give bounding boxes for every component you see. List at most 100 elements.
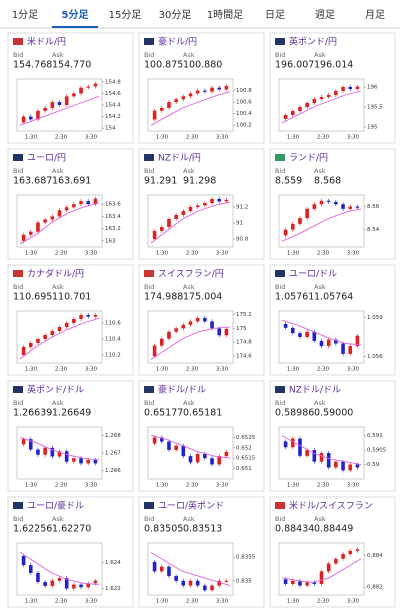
tab[interactable]: 週足 xyxy=(315,9,335,21)
pair-title[interactable]: ランド/円 xyxy=(289,153,328,164)
candle-body xyxy=(355,86,360,89)
candle-body xyxy=(319,200,324,205)
bid-label: Bid xyxy=(275,515,285,523)
y-tick-label: 196 xyxy=(367,85,378,91)
candle-body xyxy=(159,338,164,346)
candle-body xyxy=(64,96,69,105)
candle-body xyxy=(312,331,317,341)
x-tick-label: 3:30 xyxy=(216,367,229,373)
candle-body xyxy=(224,580,229,582)
candle-body xyxy=(36,572,40,582)
candle-body xyxy=(348,346,353,354)
y-tick-label: 0.651 xyxy=(236,466,252,472)
bid-value: 91.291 xyxy=(144,176,177,187)
candle-body xyxy=(28,231,33,235)
x-tick-label: 3:30 xyxy=(85,483,98,489)
candle-body xyxy=(290,580,295,584)
candle-body xyxy=(28,343,33,347)
x-tick-label: 2:30 xyxy=(55,483,68,489)
ask-label: Ask xyxy=(52,283,64,291)
candle-body xyxy=(334,558,338,564)
x-tick-label: 3:30 xyxy=(347,135,360,141)
y-tick-label: 0.882 xyxy=(367,585,383,591)
tab[interactable]: 日足 xyxy=(265,9,285,21)
candle-body xyxy=(283,324,288,328)
pair-title[interactable]: ユーロ/ドル xyxy=(289,270,337,280)
y-tick-label: 163 xyxy=(105,238,116,244)
pair-title[interactable]: 英ポンド/円 xyxy=(289,36,337,48)
candle-body xyxy=(305,331,309,337)
plot-frame xyxy=(147,426,234,480)
y-tick-label: 100.4 xyxy=(236,111,252,117)
candle-body xyxy=(348,87,353,89)
ask-value: 8.568 xyxy=(314,176,341,187)
tab[interactable]: 30分足 xyxy=(159,9,192,21)
y-tick-label: 195.5 xyxy=(367,105,383,111)
moving-average xyxy=(19,551,100,586)
pair-title[interactable]: 豪ドル/ドル xyxy=(158,384,206,396)
pair-title[interactable]: 豪ドル/円 xyxy=(158,36,197,48)
moving-average xyxy=(281,435,362,465)
tab[interactable]: 5分足 xyxy=(62,8,90,21)
bid-label: Bid xyxy=(13,399,23,407)
pair-title[interactable]: 米ドル/円 xyxy=(27,36,66,48)
candle-body xyxy=(355,464,360,468)
moving-average xyxy=(281,319,362,346)
tab[interactable]: 1分足 xyxy=(12,9,38,21)
candle-body xyxy=(86,459,91,464)
bid-value: 1.62256 xyxy=(13,524,52,535)
candle-body xyxy=(86,315,91,317)
tab[interactable]: 1時間足 xyxy=(207,9,243,21)
pair-title[interactable]: カナダドル/円 xyxy=(27,268,84,280)
candle-body xyxy=(93,198,98,205)
candle-body xyxy=(152,345,157,357)
candle-body xyxy=(79,458,83,464)
pair-title[interactable]: NZドル/ドル xyxy=(289,386,341,396)
candle-body xyxy=(312,99,317,103)
candle-body xyxy=(86,86,91,88)
y-tick-label: 1.056 xyxy=(367,354,383,360)
candle-body xyxy=(57,451,62,457)
tab[interactable]: 15分足 xyxy=(109,9,142,21)
pair-title[interactable]: ユーロ/英ポンド xyxy=(158,500,224,512)
candle-body xyxy=(341,204,345,209)
x-tick-label: 1:30 xyxy=(287,367,300,373)
candle-body xyxy=(188,321,193,325)
plot-frame xyxy=(278,78,365,132)
x-tick-label: 3:30 xyxy=(347,599,360,605)
candle-body xyxy=(283,115,288,119)
candle-body xyxy=(159,566,164,572)
x-tick-label: 2:30 xyxy=(55,599,68,605)
x-tick-label: 2:30 xyxy=(55,367,68,373)
ask-value: 163.691 xyxy=(52,176,91,187)
y-tick-label: 154.2 xyxy=(105,114,121,120)
y-tick-label: 8.54 xyxy=(367,227,380,233)
pair-title[interactable]: ユーロ/円 xyxy=(27,153,66,164)
y-tick-label: 8.56 xyxy=(367,204,380,210)
tab[interactable]: 月足 xyxy=(365,9,385,21)
moving-average xyxy=(281,208,362,242)
pair-title[interactable]: スイスフラン/円 xyxy=(158,269,224,280)
pair-title[interactable]: 米ドル/スイスフラン xyxy=(289,500,373,512)
ask-label: Ask xyxy=(183,51,195,59)
candle-body xyxy=(167,566,171,577)
x-tick-label: 1:30 xyxy=(287,251,300,257)
candle-body xyxy=(188,207,193,211)
pair-title[interactable]: 英ポンド/ドル xyxy=(27,384,84,396)
candle-body xyxy=(181,211,186,215)
x-tick-label: 1:30 xyxy=(156,599,169,605)
candle-body xyxy=(167,219,171,227)
x-tick-label: 2:30 xyxy=(186,251,199,257)
ask-label: Ask xyxy=(314,515,326,523)
candle-body xyxy=(188,580,193,586)
candle-body xyxy=(283,441,288,448)
candle-body xyxy=(195,580,200,586)
candle-body xyxy=(195,205,200,207)
bid-value: 0.88434 xyxy=(275,524,314,535)
pair-title[interactable]: ユーロ/豪ドル xyxy=(27,500,84,512)
candle-body xyxy=(341,87,345,91)
candle-body xyxy=(298,580,302,586)
pair-title[interactable]: NZドル/円 xyxy=(158,153,201,164)
candle-body xyxy=(72,93,76,97)
y-tick-label: 154.4 xyxy=(105,103,121,109)
